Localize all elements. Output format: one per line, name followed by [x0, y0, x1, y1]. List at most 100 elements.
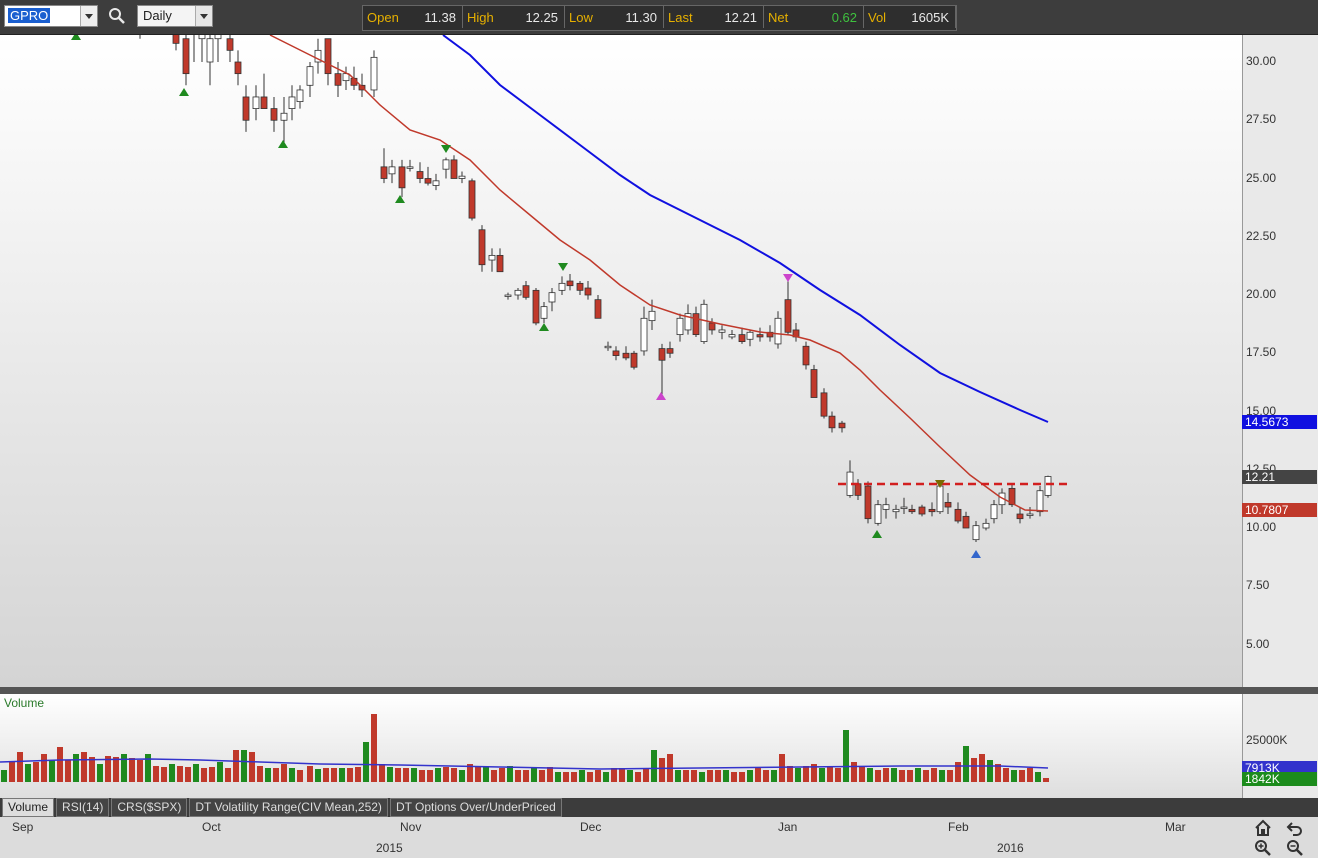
pattern-marker[interactable]	[971, 550, 981, 558]
volume-bar	[241, 750, 247, 782]
pattern-marker[interactable]	[539, 323, 549, 331]
volume-bar	[947, 770, 953, 782]
candle	[558, 276, 566, 295]
volume-bar	[819, 768, 825, 782]
volume-bar	[427, 770, 433, 782]
candle	[370, 50, 378, 97]
volume-bar	[185, 767, 191, 782]
price-axis[interactable]: 30.00 27.50 25.00 22.50 20.00 17.50 15.00 12.50…	[1242, 35, 1318, 687]
pattern-marker[interactable]	[441, 145, 451, 153]
volume-bar	[771, 770, 777, 782]
volume-bar	[851, 762, 857, 782]
pattern-marker[interactable]	[935, 480, 945, 488]
volume-bar	[451, 768, 457, 782]
zoom-out-icon[interactable]	[1286, 839, 1304, 857]
candle	[718, 325, 726, 340]
volume-bar	[755, 768, 761, 782]
tab-rsi-14[interactable]: RSI(14)	[56, 798, 110, 817]
volume-bar	[137, 760, 143, 782]
volume-bar	[9, 762, 15, 782]
candle	[334, 62, 342, 97]
candle	[838, 420, 846, 433]
price-chart-svg[interactable]	[0, 0, 1242, 687]
candle	[810, 364, 818, 398]
price-tick: 5.00	[1246, 636, 1270, 651]
volume-bar	[699, 772, 705, 782]
candle	[874, 500, 882, 526]
volume-bar	[499, 768, 505, 782]
search-icon[interactable]	[108, 7, 126, 25]
candle	[576, 281, 584, 295]
tab-volume[interactable]: Volume	[2, 798, 55, 817]
price-tick: 20.00	[1246, 287, 1277, 301]
volume-bar	[33, 762, 39, 782]
price-tick: 30.00	[1246, 54, 1277, 68]
volume-bar	[73, 754, 79, 782]
pattern-marker[interactable]	[656, 392, 666, 400]
symbol-input[interactable]: GPRO	[4, 5, 98, 27]
pattern-marker[interactable]	[395, 195, 405, 203]
price-tick: 15.00	[1246, 403, 1277, 418]
volume-bar	[273, 768, 279, 782]
volume-bar	[931, 768, 937, 782]
candle	[314, 38, 322, 74]
quote-value: 11.38	[424, 9, 456, 25]
candle	[630, 350, 638, 370]
period-select[interactable]: Daily	[137, 5, 213, 27]
candle	[234, 50, 242, 86]
volume-bar	[611, 768, 617, 782]
candle	[260, 73, 268, 110]
tab-dt-options-over-underpriced[interactable]: DT Options Over/UnderPriced	[389, 798, 562, 817]
price-chart[interactable]	[0, 0, 1242, 687]
pattern-marker[interactable]	[872, 530, 882, 538]
volume-last-badge: 1842K	[1242, 772, 1317, 786]
volume-bar	[265, 768, 271, 782]
candle	[584, 281, 592, 300]
candle	[854, 479, 862, 501]
volume-bar	[1027, 768, 1033, 782]
candle	[342, 66, 350, 90]
volume-bar	[835, 768, 841, 782]
candle	[728, 329, 736, 340]
candle	[746, 329, 754, 347]
candle	[388, 159, 396, 184]
tab-crs-spx[interactable]: CRS($SPX)	[111, 798, 188, 817]
volume-panel[interactable]: Volume	[0, 694, 1242, 798]
tab-dt-volatility-range-civ-mean-252[interactable]: DT Volatility Range(CIV Mean,252)	[189, 798, 388, 817]
pattern-marker[interactable]	[71, 32, 81, 40]
pattern-marker[interactable]	[558, 263, 568, 271]
period-dropdown-button[interactable]	[195, 6, 212, 26]
volume-bar	[547, 767, 553, 782]
volume-panel-title: Volume	[4, 696, 45, 710]
candle	[640, 306, 648, 356]
candle	[944, 493, 952, 515]
pattern-marker[interactable]	[278, 140, 288, 148]
panel-separator[interactable]	[0, 687, 1318, 694]
undo-icon[interactable]	[1286, 819, 1304, 837]
volume-chart-svg[interactable]	[0, 694, 1242, 798]
volume-bar	[563, 772, 569, 782]
volume-axis-tick: 25000K	[1246, 733, 1288, 747]
volume-bar	[89, 757, 95, 782]
candle	[962, 511, 970, 529]
candle	[324, 38, 332, 86]
candle	[648, 299, 656, 330]
home-icon[interactable]	[1254, 819, 1272, 837]
candle	[828, 411, 836, 433]
volume-bar	[1011, 770, 1017, 782]
candle	[296, 85, 304, 109]
volume-bar	[627, 770, 633, 782]
quote-label: Open	[367, 9, 399, 25]
candle	[658, 343, 666, 396]
symbol-dropdown-button[interactable]	[80, 6, 97, 26]
pattern-marker[interactable]	[179, 88, 189, 96]
quote-value: 1605K	[911, 9, 949, 25]
volume-bar	[225, 768, 231, 782]
pattern-marker[interactable]	[783, 274, 793, 282]
volume-bar	[571, 772, 577, 782]
candle	[226, 27, 234, 62]
price-tick: 10.00	[1246, 520, 1277, 534]
time-axis[interactable]: Sep Oct Nov Dec Jan Feb Mar 2015 2016	[0, 817, 1242, 858]
volume-bar	[475, 766, 481, 782]
zoom-in-icon[interactable]	[1254, 839, 1272, 857]
